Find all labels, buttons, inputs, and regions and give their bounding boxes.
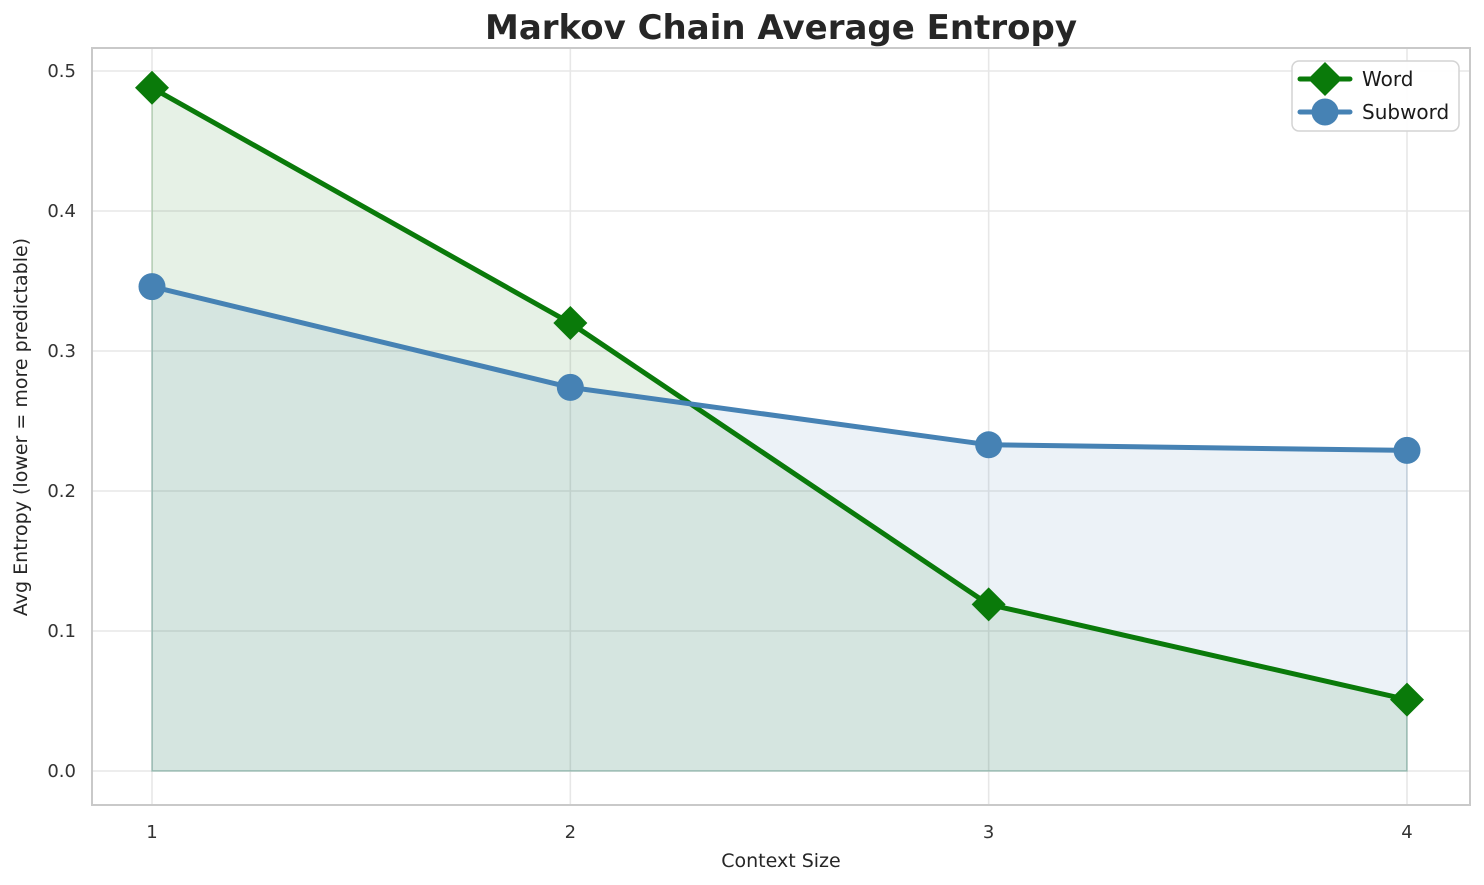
legend-circle-marker — [1311, 98, 1339, 126]
legend-diamond-marker — [1308, 62, 1342, 96]
subword-marker — [556, 373, 584, 401]
y-axis-tick-labels: 0.0 0.1 0.2 0.3 0.4 0.5 — [47, 61, 76, 782]
gridlines — [92, 48, 1470, 805]
y-tick-label: 0.5 — [47, 61, 76, 82]
series-lines — [149, 85, 1410, 703]
x-tick-label: 1 — [146, 822, 157, 843]
subword-marker — [138, 273, 166, 301]
word-marker — [971, 587, 1006, 622]
legend: Word Subword — [1291, 60, 1460, 132]
y-tick-label: 0.0 — [47, 761, 76, 782]
legend-label: Word — [1362, 67, 1413, 91]
y-tick-label: 0.3 — [47, 341, 76, 362]
y-axis-label: Avg Entropy (lower = more predictable) — [10, 238, 32, 616]
subword-area-fill — [151, 285, 1408, 772]
word-line — [149, 85, 1410, 703]
y-tick-label: 0.2 — [47, 481, 76, 502]
x-tick-label: 3 — [983, 822, 994, 843]
subword-marker — [1393, 436, 1421, 464]
subword-marker — [975, 431, 1003, 459]
y-tick-label: 0.4 — [47, 201, 76, 222]
x-axis-label: Context Size — [721, 850, 840, 872]
x-tick-label: 2 — [565, 822, 576, 843]
legend-label: Subword — [1362, 100, 1449, 124]
x-axis-tick-labels: 1 2 3 4 — [146, 822, 1412, 843]
chart-title: Markov Chain Average Entropy — [485, 8, 1077, 48]
subword-line — [149, 284, 1410, 453]
word-marker — [1389, 682, 1424, 717]
area-fills — [151, 86, 1408, 772]
y-tick-label: 0.1 — [47, 621, 76, 642]
x-tick-label: 4 — [1401, 822, 1412, 843]
plot-border — [91, 47, 1471, 806]
word-marker — [135, 70, 169, 105]
legend-item-subword: Subword — [1297, 98, 1449, 126]
series-markers — [135, 70, 1424, 717]
legend-item-word: Word — [1297, 62, 1413, 96]
word-marker — [553, 306, 588, 340]
